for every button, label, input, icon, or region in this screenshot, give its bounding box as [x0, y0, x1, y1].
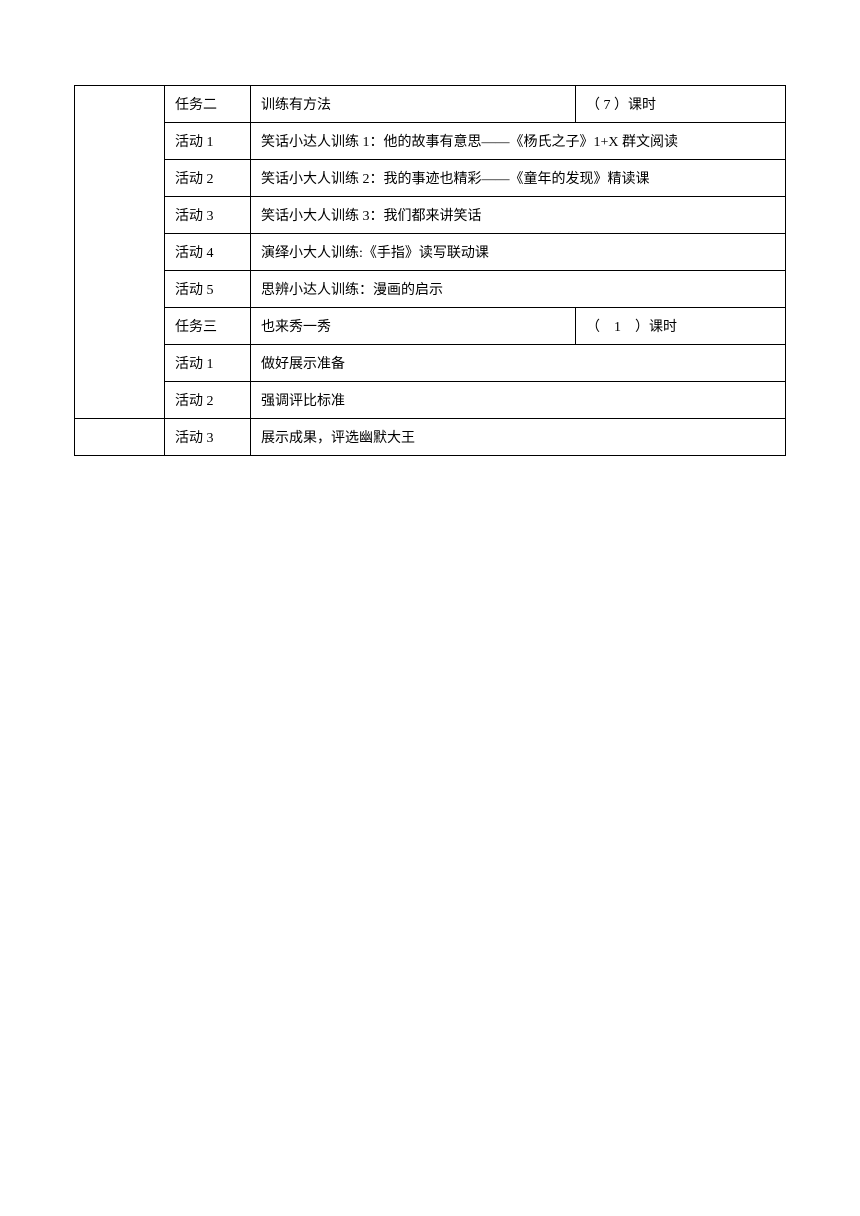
table-row: 活动 5 思辨小达人训练：漫画的启示	[75, 271, 786, 308]
col3-cell: 训练有方法	[251, 86, 576, 123]
table-row: 活动 3 展示成果，评选幽默大王	[75, 419, 786, 456]
table-row: 活动 4 演绎小大人训练:《手指》读写联动课	[75, 234, 786, 271]
lesson-plan-table: 任务二 训练有方法 （ 7 ）课时 活动 1 笑话小达人训练 1：他的故事有意思…	[74, 85, 786, 456]
table-row: 任务三 也来秀一秀 （ 1 ）课时	[75, 308, 786, 345]
col3-cell: 思辨小达人训练：漫画的启示	[251, 271, 786, 308]
table-body: 任务二 训练有方法 （ 7 ）课时 活动 1 笑话小达人训练 1：他的故事有意思…	[75, 86, 786, 456]
col3-cell: 演绎小大人训练:《手指》读写联动课	[251, 234, 786, 271]
col2-cell: 任务三	[165, 308, 251, 345]
table-row: 活动 1 做好展示准备	[75, 345, 786, 382]
col4-cell: （ 1 ）课时	[576, 308, 786, 345]
col3-cell: 也来秀一秀	[251, 308, 576, 345]
col2-cell: 活动 3	[165, 419, 251, 456]
col2-cell: 活动 4	[165, 234, 251, 271]
col2-cell: 活动 2	[165, 382, 251, 419]
col1-cell	[75, 86, 165, 419]
col3-cell: 笑话小大人训练 3：我们都来讲笑话	[251, 197, 786, 234]
table-row: 活动 1 笑话小达人训练 1：他的故事有意思——《杨氏之子》1+X 群文阅读	[75, 123, 786, 160]
col2-cell: 活动 2	[165, 160, 251, 197]
col3-cell: 强调评比标准	[251, 382, 786, 419]
table-row: 活动 3 笑话小大人训练 3：我们都来讲笑话	[75, 197, 786, 234]
col2-cell: 任务二	[165, 86, 251, 123]
col2-cell: 活动 1	[165, 123, 251, 160]
col2-cell: 活动 3	[165, 197, 251, 234]
col2-cell: 活动 1	[165, 345, 251, 382]
col3-cell: 笑话小大人训练 2：我的事迹也精彩——《童年的发现》精读课	[251, 160, 786, 197]
table-row: 任务二 训练有方法 （ 7 ）课时	[75, 86, 786, 123]
table-row: 活动 2 笑话小大人训练 2：我的事迹也精彩——《童年的发现》精读课	[75, 160, 786, 197]
col4-cell: （ 7 ）课时	[576, 86, 786, 123]
col1-cell-alt	[75, 419, 165, 456]
col3-cell: 做好展示准备	[251, 345, 786, 382]
col3-cell: 笑话小达人训练 1：他的故事有意思——《杨氏之子》1+X 群文阅读	[251, 123, 786, 160]
col3-cell: 展示成果，评选幽默大王	[251, 419, 786, 456]
table-row: 活动 2 强调评比标准	[75, 382, 786, 419]
col2-cell: 活动 5	[165, 271, 251, 308]
